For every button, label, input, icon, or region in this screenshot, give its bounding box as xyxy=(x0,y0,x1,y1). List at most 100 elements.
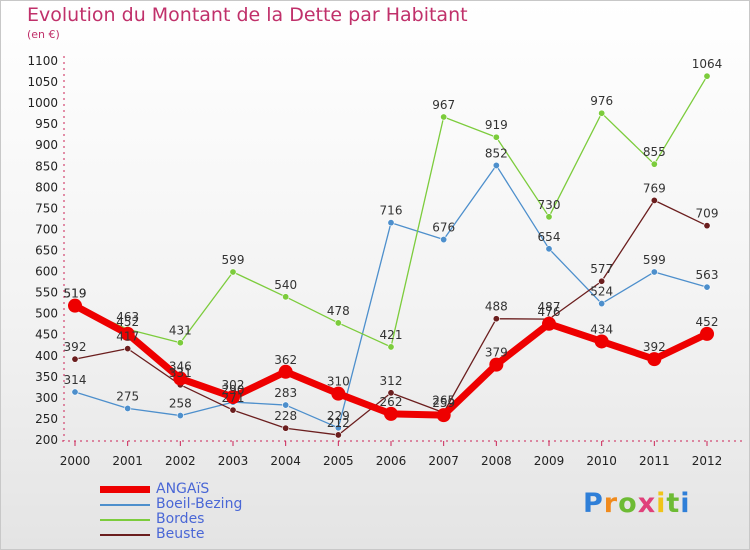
data-point xyxy=(489,357,504,372)
data-point xyxy=(436,408,451,423)
data-label: 331 xyxy=(169,366,192,380)
data-label: 271 xyxy=(222,391,245,405)
y-tick-label: 950 xyxy=(35,117,58,131)
data-label: 262 xyxy=(380,395,403,409)
data-label: 852 xyxy=(485,146,508,160)
data-label: 265 xyxy=(432,394,455,408)
data-label: 599 xyxy=(222,253,245,267)
x-tick-label: 2004 xyxy=(270,454,301,468)
data-point xyxy=(176,412,184,420)
data-label: 716 xyxy=(380,204,403,218)
y-tick-label: 250 xyxy=(35,412,58,426)
data-point xyxy=(282,424,290,432)
data-label: 519 xyxy=(64,287,87,301)
data-label: 302 xyxy=(222,378,245,392)
data-label: 346 xyxy=(169,360,192,374)
legend-label: Boeil-Bezing xyxy=(156,496,243,512)
data-label: 452 xyxy=(696,315,719,329)
data-point xyxy=(545,213,553,221)
data-label: 519 xyxy=(64,287,87,301)
data-point xyxy=(650,196,658,204)
data-label: 392 xyxy=(643,340,666,354)
data-point xyxy=(282,293,290,301)
data-point xyxy=(440,113,448,121)
data-label: 487 xyxy=(538,300,561,314)
data-point xyxy=(334,424,342,432)
data-label: 392 xyxy=(64,340,87,354)
data-point xyxy=(334,319,342,327)
data-point xyxy=(387,343,395,351)
chart-legend: ANGAïS Boeil-Bezing Bordes Beuste xyxy=(100,481,400,542)
data-point xyxy=(647,352,662,367)
data-label: 310 xyxy=(327,375,350,389)
data-point xyxy=(278,364,293,379)
data-label: 417 xyxy=(116,330,139,344)
data-label: 228 xyxy=(274,409,297,423)
chart-subtitle: (en €) xyxy=(27,28,60,41)
y-tick-label: 900 xyxy=(35,138,58,152)
x-tick-label: 2005 xyxy=(323,454,354,468)
chart-title: Evolution du Montant de la Dette par Hab… xyxy=(27,4,468,26)
data-label: 379 xyxy=(485,346,508,360)
data-point xyxy=(650,268,658,276)
x-tick-label: 2009 xyxy=(534,454,565,468)
y-tick-label: 350 xyxy=(35,370,58,384)
data-label: 577 xyxy=(590,262,613,276)
x-tick-label: 2003 xyxy=(218,454,249,468)
x-tick-label: 2010 xyxy=(586,454,617,468)
y-tick-label: 1000 xyxy=(27,96,58,110)
data-label: 488 xyxy=(485,300,508,314)
data-label: 967 xyxy=(432,98,455,112)
data-point xyxy=(120,326,135,341)
data-point xyxy=(229,406,237,414)
y-tick-label: 300 xyxy=(35,391,58,405)
data-label: 563 xyxy=(696,268,719,282)
data-point xyxy=(492,161,500,169)
y-tick-label: 400 xyxy=(35,349,58,363)
data-point xyxy=(229,268,237,276)
logo-letter: o xyxy=(618,488,638,519)
y-tick-label: 700 xyxy=(35,222,58,236)
y-tick-label: 450 xyxy=(35,328,58,342)
data-label: 431 xyxy=(169,324,192,338)
data-point xyxy=(282,401,290,409)
data-label: 212 xyxy=(327,416,350,430)
data-label: 976 xyxy=(590,94,613,108)
legend-swatch xyxy=(100,519,150,521)
data-label: 599 xyxy=(643,253,666,267)
data-label: 1064 xyxy=(692,57,723,71)
data-label: 421 xyxy=(380,328,403,342)
data-label: 730 xyxy=(538,198,561,212)
data-point xyxy=(387,219,395,227)
data-point xyxy=(331,386,346,401)
data-label: 476 xyxy=(538,305,561,319)
legend-swatch xyxy=(100,486,150,493)
data-label: 290 xyxy=(222,383,245,397)
data-point xyxy=(68,298,82,313)
x-tick-label: 2007 xyxy=(428,454,459,468)
data-label: 312 xyxy=(380,374,403,388)
x-tick-label: 2002 xyxy=(165,454,196,468)
legend-label: Beuste xyxy=(156,526,205,542)
legend-swatch xyxy=(100,504,150,506)
data-point xyxy=(598,300,606,308)
y-tick-label: 750 xyxy=(35,201,58,215)
legend-item: Bordes xyxy=(100,511,400,527)
x-tick-label: 2012 xyxy=(692,454,723,468)
data-label: 362 xyxy=(274,353,297,367)
data-point xyxy=(124,404,132,412)
data-label: 919 xyxy=(485,118,508,132)
data-label: 283 xyxy=(274,386,297,400)
data-label: 275 xyxy=(116,389,139,403)
data-point xyxy=(440,236,448,244)
data-label: 259 xyxy=(432,396,455,410)
data-label: 524 xyxy=(590,285,613,299)
legend-swatch xyxy=(100,534,150,536)
logo-letter: i xyxy=(656,488,667,519)
legend-item: ANGAïS xyxy=(100,481,400,497)
data-point xyxy=(598,277,606,285)
data-label: 654 xyxy=(538,230,561,244)
legend-label: ANGAïS xyxy=(156,481,210,497)
legend-item: Boeil-Bezing xyxy=(100,496,400,512)
